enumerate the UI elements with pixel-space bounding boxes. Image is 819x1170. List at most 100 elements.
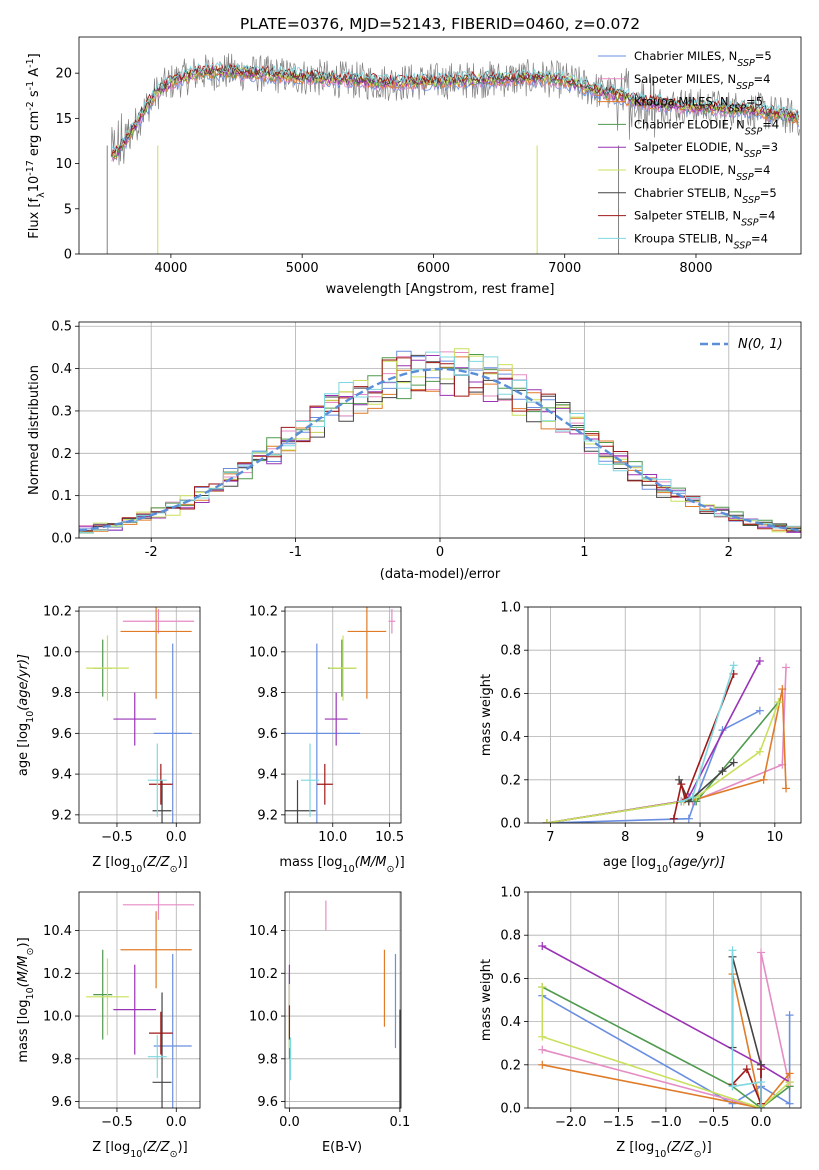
y-tick-label: 9.2 [51,808,72,823]
x-tick-label: 10.5 [375,830,404,845]
mass-weight-vs-age-panel: 7 8 9 10 0.0 0.2 0.4 0.6 0.8 1.0 mass weight age [l… [479,601,802,875]
weight-series-line [731,950,762,1108]
age-vs-Z-panel: −0.5 0.0 9.2 9.4 9.6 9.8 10.0 10.2 age [log10(ag… [16,605,201,875]
histogram-step [79,357,801,532]
spectrum-legend: Chabrier MILES, NSSP=5 Salpeter MILES, NS… [598,49,779,251]
x-axis-label: age [log10(age/yr)] [603,855,725,875]
y-tick-label: 0.2 [500,1058,521,1073]
y-tick-label: 10.2 [249,967,278,982]
y-tick-label: 10.2 [43,605,72,620]
y-tick-label: 0.3 [51,404,72,419]
y-axis-label: mass weight [479,674,494,756]
y-tick-label: 9.8 [257,686,278,701]
x-tick-label: 0.0 [751,1115,772,1130]
mass-vs-Z-panel-plot-area [86,892,195,1108]
y-axis-label: mass weight [479,959,494,1041]
y-axis-label: Flux [fλ10-17 erg cm-2 s-1 A-1] [25,53,47,238]
y-tick-label: 10.2 [249,605,278,620]
y-tick-label: 9.6 [51,727,72,742]
x-axis-label: Z [log10(Z/Z⊙)] [92,855,187,875]
mass-vs-ebv-panel: 0.0 0.1 9.6 9.8 10.0 10.2 10.4 E(B-V) [249,891,411,1155]
y-tick-label: 0.4 [500,1015,521,1030]
mass-weight-vs-Z-panel-frame [527,891,802,1109]
y-tick-label: 0.6 [500,687,521,702]
y-tick-label: 10.0 [249,645,278,660]
y-tick-label: 0.0 [500,1102,521,1117]
y-tick-label: 0.1 [51,489,72,504]
legend-label: Chabrier STELIB, NSSP=5 [634,186,777,206]
x-tick-label: 10.0 [318,830,347,845]
x-tick-label: 2 [725,545,733,560]
legend-label: Chabrier MILES, NSSP=5 [634,49,772,69]
legend-label: Salpeter MILES, NSSP=4 [634,72,771,92]
mass-weight-vs-Z-panel-plot-area [538,942,794,1108]
y-tick-label: 0.2 [500,773,521,788]
x-tick-label: 0 [436,545,444,560]
mass-weight-vs-Z-panel-grid [528,891,801,1109]
y-tick-label: 9.8 [257,1052,278,1067]
model-spectrum-line [111,66,799,157]
weight-series-line [542,952,791,1108]
y-tick-label: 9.6 [257,1095,278,1110]
spectrum-panel: 4000 5000 6000 7000 8000 0 5 10 15 20 Flux [fλ10-1… [25,36,802,297]
y-tick-label: 9.2 [257,808,278,823]
age-vs-mass-panel: 10.0 10.5 9.2 9.4 9.6 9.8 10.0 10.2 mass [log10(… [249,605,405,875]
y-tick-label: 9.8 [51,686,72,701]
x-tick-label: 0.1 [390,1115,411,1130]
x-tick-label: -1 [289,545,302,560]
y-tick-label: 9.6 [257,727,278,742]
legend-label: Kroupa ELODIE, NSSP=4 [634,163,771,183]
y-tick-label: 10.0 [249,1010,278,1025]
mass-vs-ebv-panel-grid [285,892,401,1108]
weight-series-line [541,986,791,1108]
legend-label: Salpeter ELODIE, NSSP=3 [634,140,778,160]
x-tick-label: −1.0 [650,1115,682,1130]
x-tick-label: 0.0 [279,1115,300,1130]
x-tick-label: −0.5 [101,1115,133,1130]
legend-label: Kroupa MILES, NSSP=5 [634,95,763,115]
y-tick-label: 1.0 [500,886,521,901]
age-vs-Z-panel-grid [79,607,200,823]
x-tick-label: −2.0 [555,1115,587,1130]
y-tick-label: 5 [64,202,72,217]
weight-series-line [678,761,735,803]
x-axis-label: E(B-V) [322,1140,362,1155]
x-tick-label: 7000 [548,261,581,276]
y-tick-label: 10.0 [43,645,72,660]
legend-label: N(0, 1) [738,337,783,352]
residual-panel-frame [78,321,802,539]
age-vs-mass-panel-plot-area [285,607,396,823]
y-tick-label: 0.4 [51,362,72,377]
y-axis-label: age [log10(age/yr)] [16,654,36,776]
weight-series-line [541,987,791,1108]
x-axis-label: wavelength [Angstrom, rest frame] [326,282,555,297]
age-vs-Z-panel-plot-area [86,607,195,823]
y-tick-label: 0.6 [500,972,521,987]
age-vs-Z-panel-frame [78,606,201,824]
y-axis-label: Normed distribution [27,365,42,495]
x-tick-label: 9 [696,830,704,845]
y-tick-label: 10.4 [249,924,278,939]
x-tick-label: −0.5 [101,830,133,845]
mass-weight-vs-age-panel-plot-area [542,657,791,823]
y-tick-label: 9.8 [51,1052,72,1067]
mass-vs-Z-panel: −0.5 0.0 9.6 9.8 10.0 10.2 10.4 mass [log10(M/M… [16,891,201,1160]
residual-panel-plot-area [79,348,801,534]
y-tick-label: 9.4 [257,768,278,783]
y-tick-label: 0.0 [500,817,521,832]
x-axis-label: (data-model)/error [380,567,501,582]
weight-series-line [546,688,787,823]
residual-panel: -2 -1 0 1 2 0.0 0.1 0.2 0.3 0.4 0.5 N(0, 1) Normed d… [27,320,802,582]
x-tick-label: 0.0 [166,830,187,845]
x-tick-label: -2 [145,545,158,560]
mass-vs-Z-panel-grid [79,892,200,1108]
mass-weight-vs-Z-panel: −2.0 −1.5 −1.0 −0.5 0.0 0.0 0.2 0.4 0.6 0.8 1.0 mas… [479,886,802,1160]
x-tick-label: 6000 [417,261,450,276]
legend-label: Kroupa STELIB, NSSP=4 [634,231,768,251]
normal-curve [79,367,801,532]
x-axis-label: mass [log10(M/M⊙)] [279,855,404,875]
mass-vs-ebv-panel-frame [284,891,402,1109]
y-tick-label: 0.5 [51,320,72,335]
x-tick-label: 8000 [679,261,712,276]
y-tick-label: 9.6 [51,1095,72,1110]
